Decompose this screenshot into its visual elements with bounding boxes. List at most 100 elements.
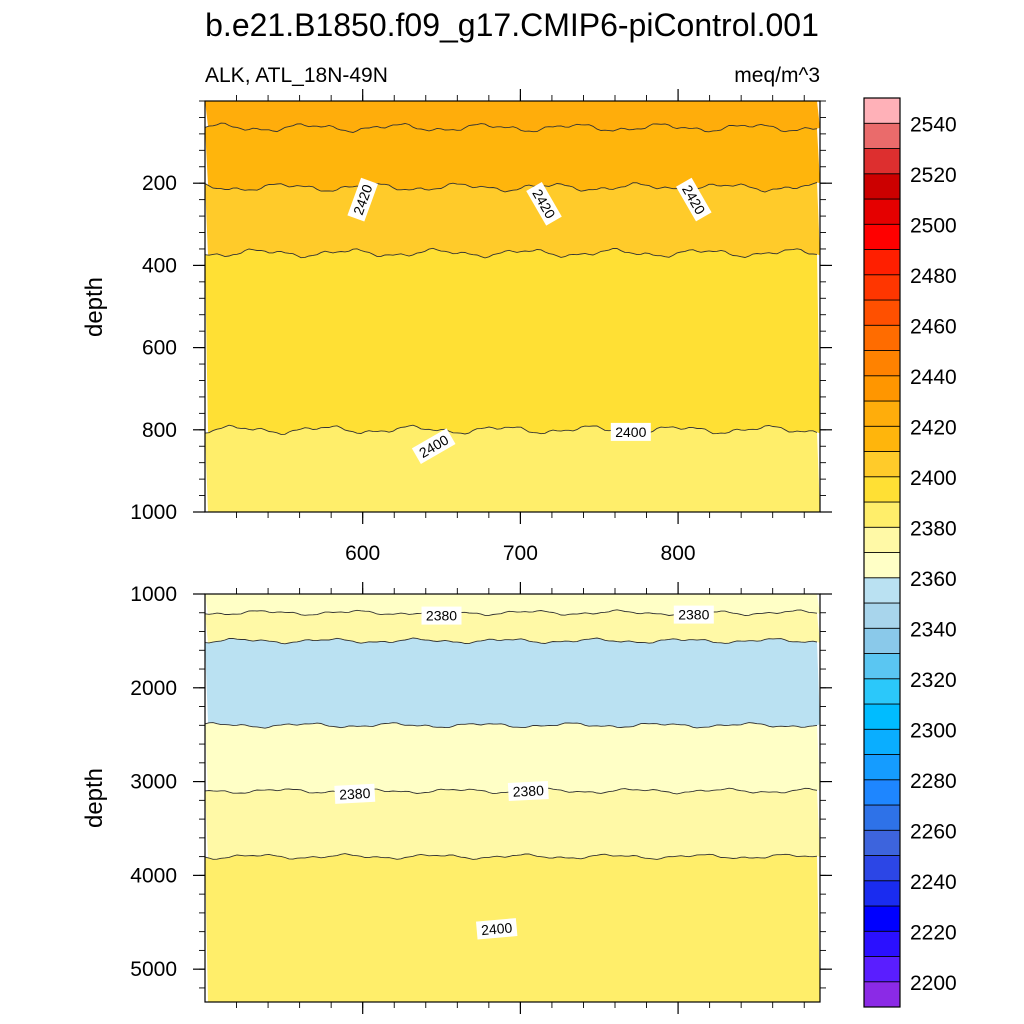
- colorbar-swatch: [863, 728, 901, 755]
- colorbar-swatch: [863, 981, 901, 1008]
- colorbar-swatch: [863, 678, 901, 705]
- svg-text:2400: 2400: [480, 919, 513, 938]
- colorbar-label: 2400: [910, 467, 957, 490]
- colorbar-label: 2280: [910, 770, 957, 793]
- colorbar-swatch: [863, 223, 901, 250]
- chart-title: b.e21.B1850.f09_g17.CMIP6-piControl.001: [205, 7, 819, 43]
- x-axis-labels: 600 700 800: [345, 542, 695, 565]
- y-tick-label: 3000: [130, 771, 177, 794]
- svg-text:2380: 2380: [512, 782, 544, 800]
- contour-band: [205, 722, 820, 794]
- y-tick-label: 200: [142, 172, 177, 195]
- colorbar-swatch: [863, 425, 901, 452]
- contour-line: [205, 853, 818, 860]
- y-tick-label: 5000: [130, 958, 177, 981]
- colorbar-label: 2220: [910, 921, 957, 944]
- colorbar-swatch: [863, 829, 901, 856]
- contour-band: [205, 101, 820, 133]
- y-tick-label: 1000: [130, 583, 177, 606]
- contour-line: [205, 637, 818, 645]
- y-axis-label-lower: depth: [81, 768, 108, 828]
- y-tick-label: 2000: [130, 677, 177, 700]
- colorbar-label: 2460: [910, 315, 957, 338]
- contour-line: [205, 181, 818, 193]
- colorbar-swatch: [863, 122, 901, 149]
- colorbar-swatch: [863, 501, 901, 528]
- colorbar-label: 2520: [910, 164, 957, 187]
- svg-text:2400: 2400: [615, 424, 646, 440]
- contour-band: [205, 248, 820, 435]
- colorbar-label: 2360: [910, 568, 957, 591]
- contour-band: [205, 425, 820, 512]
- subtitle-left: ALK, ATL_18N-49N: [205, 64, 388, 87]
- colorbar-swatch: [863, 198, 901, 225]
- svg-text:2380: 2380: [339, 785, 371, 803]
- y-axis-label-upper: depth: [81, 277, 108, 337]
- svg-text:2380: 2380: [426, 608, 457, 624]
- units-label: meq/m^3: [734, 64, 820, 87]
- contour-label: 2400: [610, 422, 651, 441]
- colorbar-swatch: [863, 905, 901, 932]
- contour-line: [205, 122, 818, 133]
- colorbar-swatch: [863, 97, 901, 124]
- contour-line: [205, 247, 818, 259]
- colorbar-swatch: [863, 451, 901, 478]
- colorbar-swatch: [863, 476, 901, 503]
- colorbar-swatch: [863, 375, 901, 402]
- colorbar: 2200 2220 2240 2260 2280 2300 2320 2340 2360 2380…: [863, 97, 957, 1008]
- colorbar-swatch: [863, 754, 901, 781]
- colorbar-swatch: [863, 956, 901, 983]
- colorbar-label: 2480: [910, 265, 957, 288]
- colorbar-label: 2240: [910, 871, 957, 894]
- colorbar-swatch: [863, 274, 901, 301]
- plot-frame: [204, 593, 821, 1003]
- contour-band: [205, 182, 820, 258]
- colorbar-swatch: [863, 299, 901, 326]
- contour-band: [205, 609, 820, 644]
- colorbar-swatch: [863, 350, 901, 377]
- contour-band: [205, 123, 820, 192]
- colorbar-swatch: [863, 855, 901, 882]
- colorbar-label: 2320: [910, 669, 957, 692]
- colorbar-swatch: [863, 880, 901, 907]
- contour-band: [205, 638, 820, 729]
- colorbar-swatch: [863, 930, 901, 957]
- y-tick-label: 1000: [130, 501, 177, 524]
- colorbar-swatch: [863, 779, 901, 806]
- colorbar-swatch: [863, 249, 901, 276]
- colorbar-swatch: [863, 602, 901, 629]
- contour-line: [205, 722, 818, 729]
- colorbar-swatch: [863, 577, 901, 604]
- y-tick-label: 4000: [130, 864, 177, 887]
- colorbar-label: 2260: [910, 820, 957, 843]
- contour-line: [205, 609, 818, 616]
- contour-band: [205, 788, 820, 860]
- lower-panel: 2380 2380 2380 2380 2400 1000 2000 3000 4000 5000: [130, 582, 832, 1014]
- colorbar-label: 2380: [910, 517, 957, 540]
- colorbar-label: 2500: [910, 214, 957, 237]
- colorbar-label: 2440: [910, 366, 957, 389]
- svg-text:2380: 2380: [678, 607, 709, 623]
- contour-label: 2380: [421, 606, 462, 625]
- colorbar-label: 2200: [910, 972, 957, 995]
- colorbar-label: 2540: [910, 113, 957, 136]
- x-tick-label: 700: [503, 542, 538, 565]
- contour-label: 2380: [507, 780, 549, 802]
- x-tick-label: 800: [661, 542, 696, 565]
- y-tick-label: 600: [142, 337, 177, 360]
- colorbar-swatch: [863, 653, 901, 680]
- colorbar-swatch: [863, 148, 901, 175]
- y-tick-label: 400: [142, 254, 177, 277]
- contour-label: 2380: [673, 605, 714, 624]
- colorbar-swatch: [863, 400, 901, 427]
- colorbar-swatch: [863, 804, 901, 831]
- contour-label: 2380: [334, 783, 376, 804]
- y-tick-label: 800: [142, 419, 177, 442]
- contour-line: [205, 424, 818, 435]
- colorbar-swatch: [863, 526, 901, 553]
- contour-label: 2400: [475, 918, 518, 940]
- colorbar-label: 2300: [910, 719, 957, 742]
- colorbar-label: 2340: [910, 618, 957, 641]
